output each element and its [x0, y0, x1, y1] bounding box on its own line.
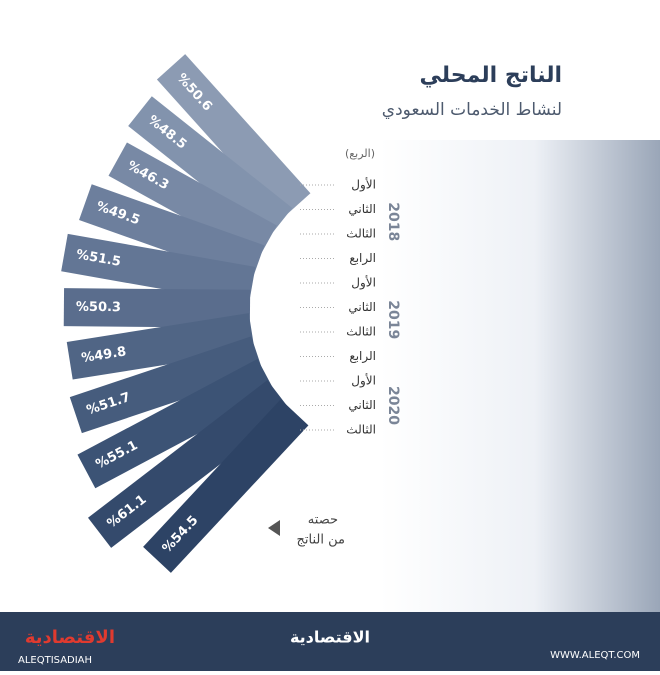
bar-group: %51.7: [69, 336, 264, 434]
bar: [143, 399, 309, 573]
category-label: الأول: [351, 373, 376, 389]
category-label: الثالث: [346, 325, 376, 339]
bar: [66, 313, 255, 380]
footer-site: WWW.ALEQT.COM: [550, 650, 640, 661]
footer-center: الاقتصادية: [290, 628, 370, 647]
bar-group: %51.5: [61, 233, 256, 305]
category-label: الأول: [351, 177, 376, 193]
value-label: %50.3: [76, 300, 121, 315]
bar-group: %55.1: [77, 358, 276, 489]
bar-group: %46.3: [108, 142, 277, 259]
bar: [108, 142, 277, 259]
bar-group: %49.8: [66, 313, 255, 380]
chart-subtitle: لنشاط الخدمات السعودي: [382, 100, 562, 120]
footer: [0, 612, 660, 671]
bar-group: %50.3: [63, 288, 251, 328]
year-label: 2019: [385, 300, 401, 339]
chart-title: الناتج المحلي: [420, 63, 562, 88]
category-label: الثالث: [346, 423, 376, 437]
bar: [63, 288, 251, 328]
bar: [61, 233, 256, 305]
footer-brand: الاقتصادية: [25, 627, 115, 648]
category-label: الأول: [351, 275, 376, 291]
bar: [128, 96, 293, 238]
category-label: الثاني: [348, 398, 376, 412]
footer-brand-latin: ALEQTISADIAH: [18, 655, 92, 666]
category-header: (الربع): [345, 147, 375, 160]
bar-group: %49.5: [79, 184, 265, 282]
legend-icon: [268, 520, 280, 536]
bar: [88, 380, 291, 548]
bar: [77, 358, 276, 489]
bar: [69, 336, 264, 434]
bar: [79, 184, 265, 282]
category-label: الرابع: [349, 251, 376, 266]
year-label: 2018: [385, 202, 401, 241]
legend-label: حصته: [308, 513, 338, 528]
background-photo: [380, 140, 660, 616]
year-label: 2020: [385, 386, 401, 425]
bar: [156, 54, 311, 219]
value-label: %49.8: [80, 344, 127, 366]
category-label: الرابع: [349, 349, 376, 364]
category-label: الثاني: [348, 202, 376, 216]
category-label: الثاني: [348, 300, 376, 314]
legend-label: من الناتج: [297, 533, 345, 548]
category-label: الثالث: [346, 227, 376, 241]
